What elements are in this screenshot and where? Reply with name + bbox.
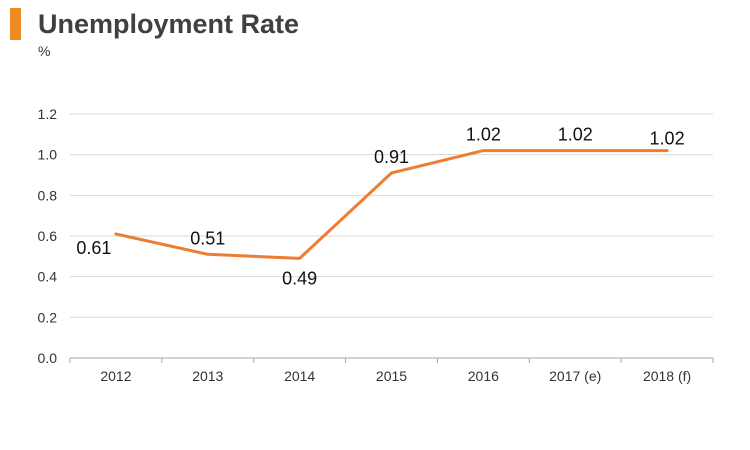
data-label: 0.51 xyxy=(190,228,225,248)
x-tick-label: 2016 xyxy=(468,368,499,384)
y-tick-label: 0.4 xyxy=(38,269,58,285)
chart-title: Unemployment Rate xyxy=(38,9,300,39)
y-axis-unit-label: % xyxy=(38,43,51,59)
x-axis-ticks: 2012 2013 2014 2015 2016 2017 (e) 2018 (f) xyxy=(69,358,714,384)
x-tick-label: 2018 (f) xyxy=(643,368,691,384)
data-label: 0.49 xyxy=(282,268,317,288)
data-label: 0.61 xyxy=(76,238,111,258)
title-accent-bar xyxy=(10,8,21,40)
x-tick-label: 2013 xyxy=(192,368,223,384)
y-tick-label: 0.6 xyxy=(38,228,58,244)
y-tick-label: 1.2 xyxy=(38,106,58,122)
y-tick-label: 0.0 xyxy=(38,350,58,366)
y-tick-label: 1.0 xyxy=(38,147,58,163)
x-tick-label: 2015 xyxy=(376,368,407,384)
data-label: 0.91 xyxy=(374,147,409,167)
y-tick-label: 0.2 xyxy=(38,309,58,325)
data-label: 1.02 xyxy=(650,129,685,149)
data-label: 1.02 xyxy=(466,125,501,145)
data-label: 1.02 xyxy=(558,125,593,145)
data-labels: 0.61 0.51 0.49 0.91 1.02 1.02 1.02 xyxy=(76,125,684,289)
series-line xyxy=(114,149,669,260)
gridlines xyxy=(70,113,713,359)
x-tick-label: 2012 xyxy=(100,368,131,384)
y-axis-ticks: 0.0 0.2 0.4 0.6 0.8 1.0 1.2 xyxy=(38,106,58,366)
x-tick-label: 2014 xyxy=(284,368,315,384)
y-tick-label: 0.8 xyxy=(38,187,58,203)
x-tick-label: 2017 (e) xyxy=(549,368,601,384)
series-layer xyxy=(114,149,669,260)
